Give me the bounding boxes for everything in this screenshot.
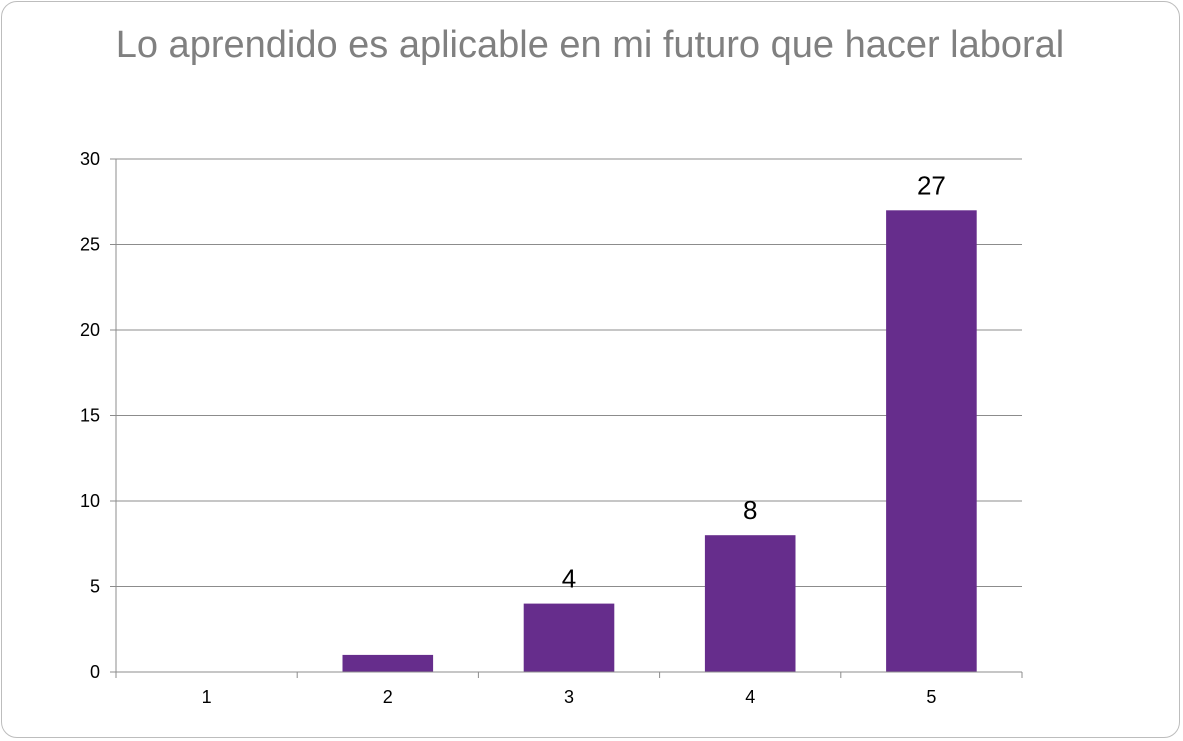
bar-2 [342, 654, 434, 672]
bar-5 [886, 210, 977, 673]
x-tick-label-3: 3 [564, 687, 574, 707]
data-label-3: 4 [562, 564, 576, 594]
x-axis-ticks: 1 2 3 4 5 [115, 672, 1023, 707]
data-label-5: 27 [917, 170, 946, 200]
y-tick-label: 20 [80, 320, 100, 340]
x-axis [115, 159, 1022, 673]
data-label-4: 8 [743, 495, 757, 525]
data-labels: 4 8 27 [562, 170, 946, 593]
y-tick-label: 5 [90, 577, 100, 597]
gridlines [116, 158, 1022, 587]
bar-3 [523, 603, 615, 672]
x-tick-label-5: 5 [926, 687, 936, 707]
y-tick-label: 0 [90, 662, 100, 682]
y-tick-label: 25 [80, 235, 100, 255]
y-tick-label: 10 [80, 491, 100, 511]
bars [342, 210, 977, 673]
x-tick-label-2: 2 [383, 687, 393, 707]
chart-title: Lo aprendido es aplicable en mi futuro q… [115, 24, 1065, 66]
y-axis-ticks: 0 5 10 15 20 25 30 [80, 149, 116, 682]
y-tick-label: 15 [80, 406, 100, 426]
bar-4 [704, 535, 796, 672]
x-tick-label-1: 1 [202, 687, 212, 707]
y-tick-label: 30 [80, 149, 100, 169]
x-tick-label-4: 4 [745, 687, 755, 707]
